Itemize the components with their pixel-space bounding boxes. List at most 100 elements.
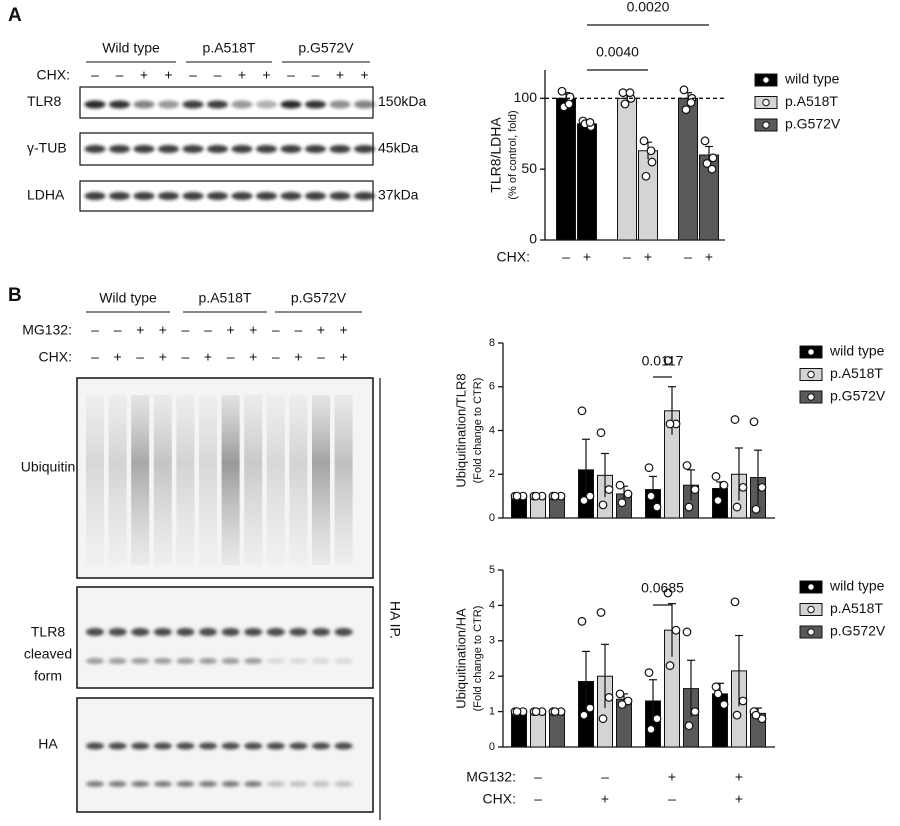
blot-band bbox=[329, 100, 351, 109]
data-point bbox=[646, 491, 656, 501]
data-point bbox=[682, 461, 692, 470]
blot-band bbox=[334, 628, 353, 636]
data-point bbox=[639, 136, 649, 146]
group-label: Wild type bbox=[99, 290, 157, 306]
blot-band bbox=[289, 628, 308, 636]
blot-band bbox=[182, 192, 204, 200]
blot-band bbox=[108, 781, 127, 787]
data-point bbox=[647, 157, 657, 167]
blot-band bbox=[256, 192, 277, 200]
data-point bbox=[577, 616, 587, 626]
x-tick-label: – bbox=[562, 249, 570, 265]
y-axis-title: Ubiquitination/TLR8 bbox=[453, 373, 468, 487]
y-tick-label: 6 bbox=[489, 381, 495, 393]
bar bbox=[678, 97, 698, 241]
data-point bbox=[738, 482, 748, 492]
data-point bbox=[732, 502, 742, 512]
lane-sign: – bbox=[136, 349, 144, 365]
legend-dot bbox=[807, 605, 815, 614]
data-point bbox=[579, 710, 589, 720]
blot-name: cleaved bbox=[24, 646, 72, 662]
blot-band bbox=[256, 145, 277, 153]
comparison-p: 0.0117 bbox=[642, 353, 684, 369]
bar bbox=[549, 711, 565, 748]
x-tick-label: + bbox=[644, 249, 652, 265]
y-tick-label: 8 bbox=[489, 337, 495, 349]
lane-sign: – bbox=[272, 349, 280, 365]
blot-name: TLR8 bbox=[31, 624, 65, 640]
data-point bbox=[557, 86, 567, 96]
data-point bbox=[738, 696, 748, 706]
blot-name: TLR8 bbox=[27, 93, 61, 109]
data-point bbox=[665, 419, 675, 429]
lane-sign: + bbox=[227, 322, 235, 338]
row-label: CHX: bbox=[39, 349, 72, 365]
blot-band bbox=[221, 781, 240, 787]
blot-band bbox=[133, 100, 155, 109]
data-point bbox=[565, 92, 575, 102]
data-point bbox=[684, 502, 694, 512]
blot-name: γ-TUB bbox=[27, 140, 67, 156]
y-tick-label: 0 bbox=[529, 231, 537, 247]
blot-band bbox=[207, 100, 228, 109]
blot-band bbox=[176, 781, 195, 787]
blot-band bbox=[280, 145, 302, 153]
data-point bbox=[623, 489, 633, 499]
blot-band bbox=[329, 192, 351, 200]
data-point bbox=[749, 417, 759, 427]
blot-band bbox=[176, 742, 195, 750]
data-point bbox=[713, 496, 723, 505]
panel-label: A bbox=[8, 5, 22, 26]
y-axis-subtitle: (Fold change to CTR) bbox=[472, 378, 484, 484]
condition-sign: – bbox=[534, 769, 542, 785]
blot-band bbox=[244, 742, 263, 750]
lane-sign: – bbox=[91, 349, 99, 365]
data-point bbox=[719, 480, 729, 490]
blot-band bbox=[305, 145, 326, 153]
smear bbox=[244, 395, 263, 565]
legend-label: wild type bbox=[829, 578, 885, 594]
lane-sign: + bbox=[164, 67, 172, 83]
data-point bbox=[713, 689, 723, 699]
blot-band bbox=[108, 658, 127, 664]
condition-sign: + bbox=[668, 769, 676, 785]
data-point bbox=[757, 482, 767, 492]
smear bbox=[266, 395, 285, 565]
blot-band bbox=[158, 145, 179, 153]
smear bbox=[199, 395, 217, 565]
group-label: p.G572V bbox=[291, 290, 347, 306]
blot-band bbox=[334, 658, 353, 664]
blot-band bbox=[199, 781, 217, 787]
condition-sign: + bbox=[735, 791, 743, 807]
blot-size: 150kDa bbox=[378, 93, 426, 109]
data-point bbox=[604, 485, 614, 494]
blot-band bbox=[131, 658, 150, 664]
lane-sign: – bbox=[214, 67, 222, 83]
blot-band bbox=[207, 145, 228, 153]
legend-label: p.G572V bbox=[785, 116, 841, 132]
blot-band bbox=[199, 628, 217, 636]
blot-band bbox=[312, 742, 330, 750]
data-point bbox=[625, 88, 635, 98]
blot-band bbox=[244, 781, 263, 787]
blot-band bbox=[289, 658, 308, 664]
lane-sign: – bbox=[91, 322, 99, 338]
blot-band bbox=[108, 742, 127, 750]
data-point bbox=[644, 668, 654, 678]
blot-band bbox=[266, 781, 285, 787]
bar bbox=[556, 97, 576, 241]
data-point bbox=[708, 153, 718, 163]
blot-band bbox=[131, 781, 150, 787]
y-tick-label: 5 bbox=[489, 564, 495, 576]
data-point bbox=[531, 707, 541, 716]
blot-band bbox=[312, 781, 330, 787]
legend-dot bbox=[807, 393, 815, 401]
blot-band bbox=[280, 100, 302, 109]
blot-band bbox=[280, 192, 302, 200]
legend-dot bbox=[762, 98, 770, 107]
blot-band bbox=[221, 628, 240, 636]
lane-sign: + bbox=[204, 349, 212, 365]
data-point bbox=[732, 710, 742, 720]
blot-name: Ubiquitin bbox=[21, 459, 75, 475]
